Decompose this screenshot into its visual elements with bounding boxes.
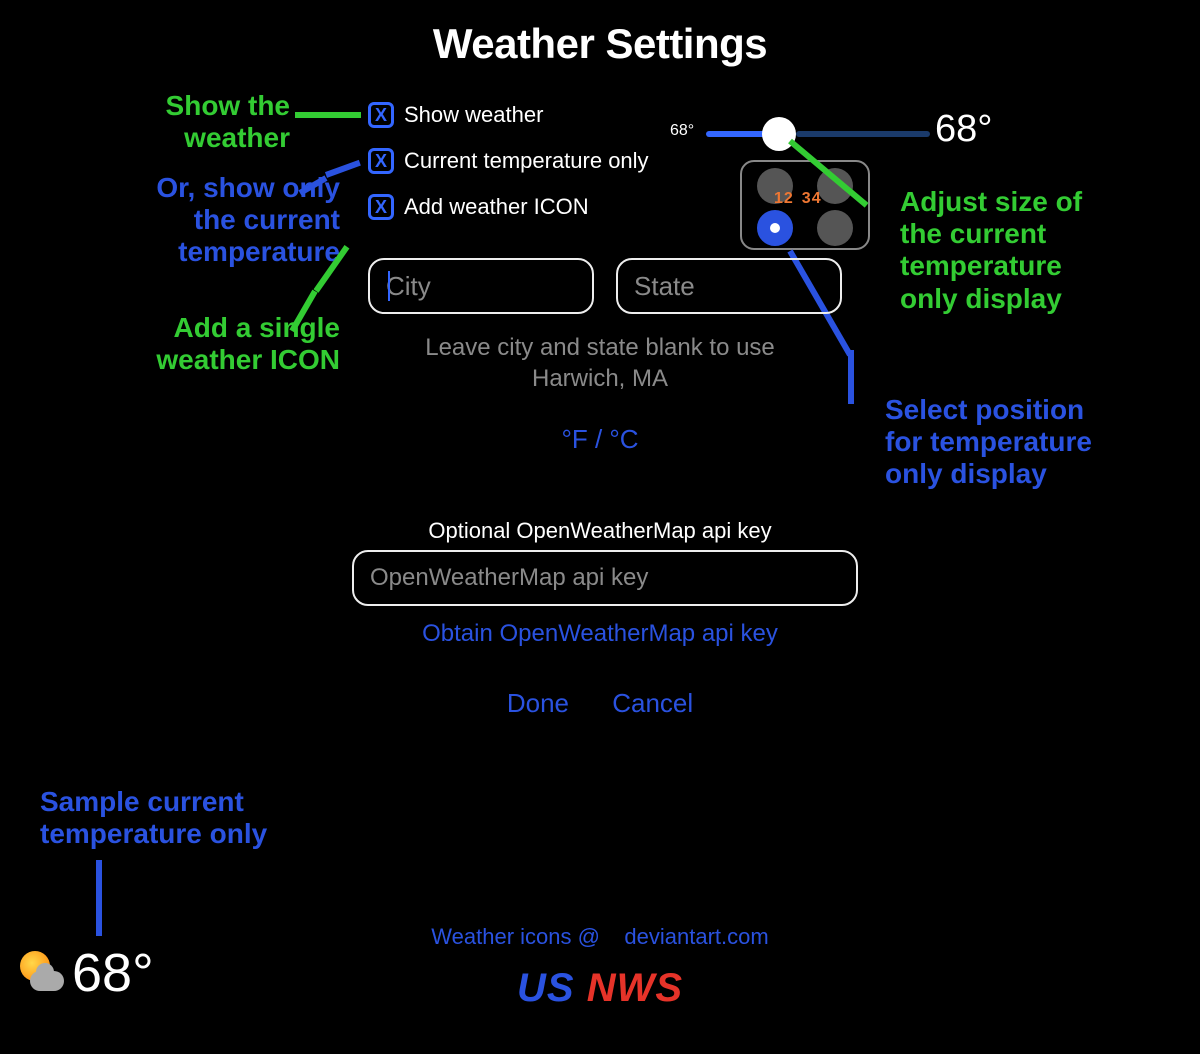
done-button[interactable]: Done bbox=[507, 688, 569, 718]
connector-show-weather bbox=[295, 112, 361, 118]
credits-link[interactable]: deviantart.com bbox=[624, 924, 768, 949]
checkbox-label-add-icon: Add weather ICON bbox=[404, 194, 589, 220]
city-input[interactable] bbox=[368, 258, 594, 314]
checkbox-label-show-weather: Show weather bbox=[404, 102, 543, 128]
annotation-show-weather: Show the weather bbox=[60, 90, 290, 154]
api-key-input[interactable] bbox=[352, 550, 858, 606]
position-grid-clock-icon: 1234 bbox=[774, 190, 822, 208]
checkbox-row-add-icon[interactable]: X Add weather ICON bbox=[368, 194, 589, 220]
logo-nws-text: NWS bbox=[587, 966, 683, 1010]
slider-track-left bbox=[706, 131, 766, 137]
checkbox-add-icon[interactable]: X bbox=[368, 194, 394, 220]
city-state-hint: Leave city and state blank to use Harwic… bbox=[0, 332, 1200, 394]
connector-temp-only-2 bbox=[325, 160, 361, 178]
cancel-button[interactable]: Cancel bbox=[612, 688, 693, 718]
slider-min-label: 68° bbox=[670, 122, 694, 140]
slider-max-label: 68° bbox=[935, 108, 992, 151]
position-bottom-right[interactable] bbox=[817, 210, 853, 246]
checkbox-temp-only[interactable]: X bbox=[368, 148, 394, 174]
checkbox-row-temp-only[interactable]: X Current temperature only bbox=[368, 148, 649, 174]
logo-us-text: US bbox=[517, 966, 575, 1010]
button-row: Done Cancel bbox=[0, 688, 1200, 719]
annotation-slider: Adjust size of the current temperature o… bbox=[900, 186, 1160, 315]
us-nws-logo: US NWS bbox=[0, 966, 1200, 1011]
obtain-api-key-link[interactable]: Obtain OpenWeatherMap api key bbox=[0, 620, 1200, 648]
units-toggle-link[interactable]: °F / °C bbox=[0, 424, 1200, 455]
api-key-label: Optional OpenWeatherMap api key bbox=[0, 518, 1200, 544]
weather-icons-credit[interactable]: Weather icons @ deviantart.com bbox=[0, 924, 1200, 950]
text-caret-icon bbox=[388, 271, 390, 301]
slider-track-right bbox=[796, 131, 930, 137]
checkbox-show-weather[interactable]: X bbox=[368, 102, 394, 128]
position-bottom-left[interactable] bbox=[757, 210, 793, 246]
state-input[interactable] bbox=[616, 258, 842, 314]
annotation-temp-only: Or, show only the current temperature bbox=[60, 172, 340, 269]
checkbox-label-temp-only: Current temperature only bbox=[404, 148, 649, 174]
page-title: Weather Settings bbox=[0, 20, 1200, 68]
checkbox-row-show-weather[interactable]: X Show weather bbox=[368, 102, 543, 128]
credits-label: Weather icons @ bbox=[431, 924, 600, 949]
annotation-sample: Sample current temperature only bbox=[40, 786, 360, 850]
